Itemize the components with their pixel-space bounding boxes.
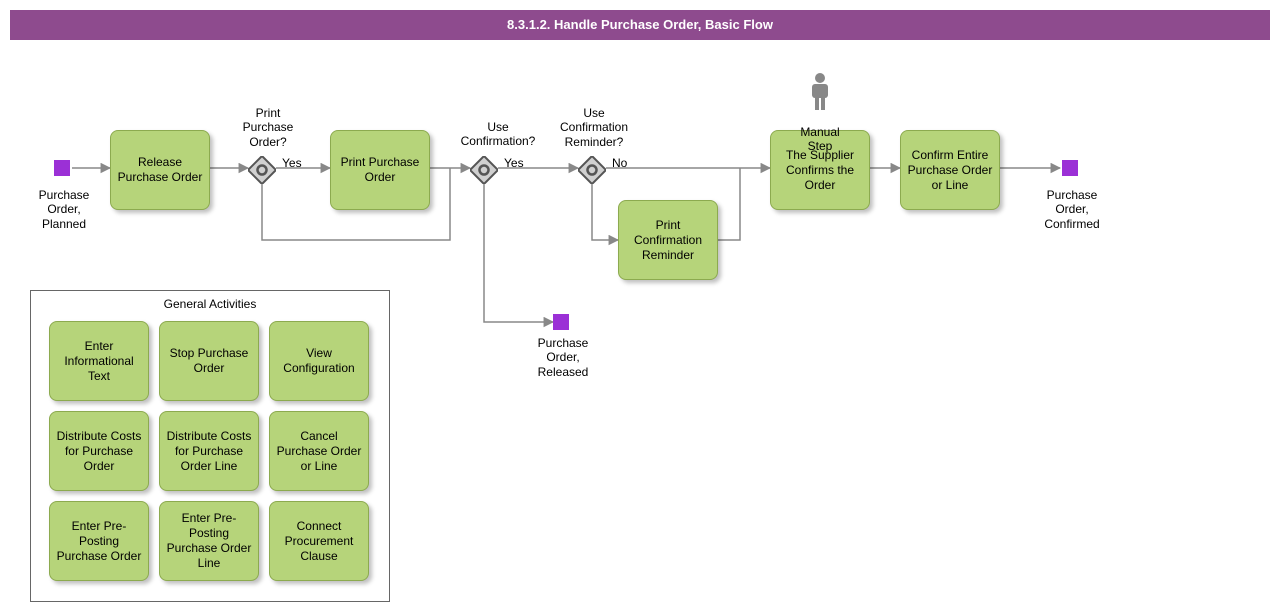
gateway-use-confirmation xyxy=(470,156,498,184)
manual-step-icon: Manual Step xyxy=(790,72,850,153)
general-activities-title: General Activities xyxy=(31,297,389,311)
general-activity[interactable]: View Configuration xyxy=(269,321,369,401)
activity-print-reminder[interactable]: Print Confirmation Reminder xyxy=(618,200,718,280)
start-event xyxy=(54,160,70,176)
gateway-use-confirmation-yes: Yes xyxy=(504,156,544,170)
general-activity[interactable]: Enter Informational Text xyxy=(49,321,149,401)
gateway-print-po-label: PrintPurchaseOrder? xyxy=(228,106,308,149)
manual-step-label: Manual Step xyxy=(790,125,850,153)
general-activities-group: General Activities Enter Informational T… xyxy=(30,290,390,602)
general-activity[interactable]: Distribute Costs for Purchase Order Line xyxy=(159,411,259,491)
general-activity[interactable]: Stop Purchase Order xyxy=(159,321,259,401)
activity-print-po[interactable]: Print Purchase Order xyxy=(330,130,430,210)
gateway-use-confirmation-label: UseConfirmation? xyxy=(458,120,538,149)
general-activity[interactable]: Enter Pre-Posting Purchase Order Line xyxy=(159,501,259,581)
end-event-label: PurchaseOrder,Confirmed xyxy=(1032,188,1112,231)
gateway-print-po xyxy=(248,156,276,184)
gateway-use-reminder-label: UseConfirmationReminder? xyxy=(554,106,634,149)
activity-confirm-po[interactable]: Confirm Entire Purchase Order or Line xyxy=(900,130,1000,210)
general-activity[interactable]: Connect Procurement Clause xyxy=(269,501,369,581)
activity-release-po[interactable]: Release Purchase Order xyxy=(110,130,210,210)
flow-canvas: PurchaseOrder,Planned PurchaseOrder,Rele… xyxy=(0,50,1280,610)
general-activity[interactable]: Cancel Purchase Order or Line xyxy=(269,411,369,491)
general-activity[interactable]: Enter Pre-Posting Purchase Order xyxy=(49,501,149,581)
start-event-label: PurchaseOrder,Planned xyxy=(24,188,104,231)
end-event xyxy=(1062,160,1078,176)
gateway-use-reminder-no: No xyxy=(612,156,652,170)
page-title: 8.3.1.2. Handle Purchase Order, Basic Fl… xyxy=(10,10,1270,40)
gateway-use-reminder xyxy=(578,156,606,184)
released-event-label: PurchaseOrder,Released xyxy=(523,336,603,379)
released-event xyxy=(553,314,569,330)
general-activity[interactable]: Distribute Costs for Purchase Order xyxy=(49,411,149,491)
gateway-print-po-yes: Yes xyxy=(282,156,322,170)
